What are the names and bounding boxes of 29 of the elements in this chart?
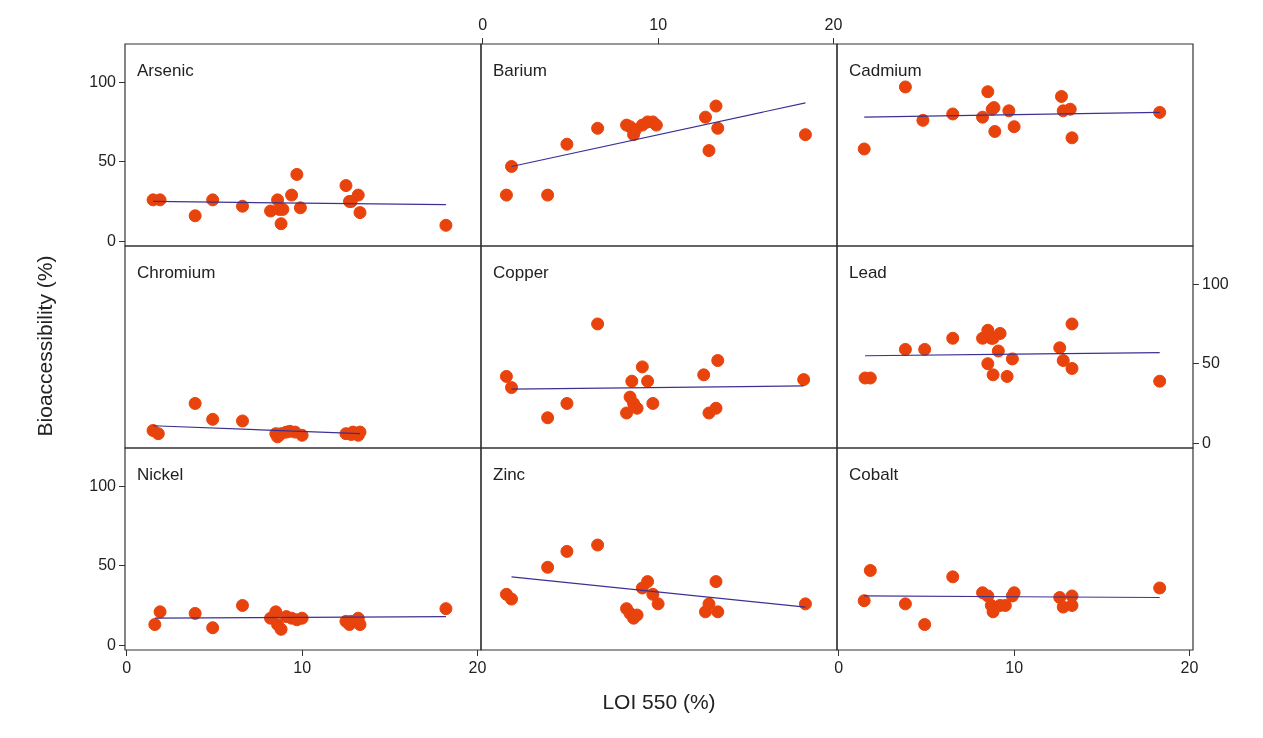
y2-tick-label: 50 xyxy=(1202,354,1220,372)
y2-tick-label: 100 xyxy=(1202,274,1229,292)
y-tick-label: 50 xyxy=(98,556,117,574)
y-tick-label: 100 xyxy=(89,72,117,90)
text: Arsenic xyxy=(137,61,195,80)
x2-tick-label: 0 xyxy=(478,15,488,33)
y-tick-label: 0 xyxy=(107,635,117,653)
text: Copper xyxy=(493,263,550,282)
y-tick-label: 50 xyxy=(98,152,117,170)
x2-tick-label: 20 xyxy=(824,15,843,33)
x2-tick-label: 10 xyxy=(649,15,668,33)
y-axis-title: Bioaccessibility (%) xyxy=(33,254,57,439)
x-tick-label: 20 xyxy=(468,659,487,677)
x-tick-label: 0 xyxy=(122,659,132,677)
text: Barium xyxy=(493,61,547,80)
y-tick-label: 0 xyxy=(107,231,117,249)
x-tick-label: 0 xyxy=(834,659,844,677)
text: Zinc xyxy=(493,465,526,484)
x-tick-label: 10 xyxy=(293,659,312,677)
text: Lead xyxy=(849,263,887,282)
text: Cadmium xyxy=(849,61,922,80)
x-axis-title: LOI 550 (%) xyxy=(601,690,717,714)
x-tick-label: 10 xyxy=(1005,659,1024,677)
y-tick-label: 100 xyxy=(89,476,117,494)
text: Cobalt xyxy=(849,465,899,484)
x-tick-label: 20 xyxy=(1180,659,1199,677)
y2-tick-label: 0 xyxy=(1202,433,1211,451)
text: Nickel xyxy=(137,465,184,484)
text: Chromium xyxy=(137,263,216,282)
